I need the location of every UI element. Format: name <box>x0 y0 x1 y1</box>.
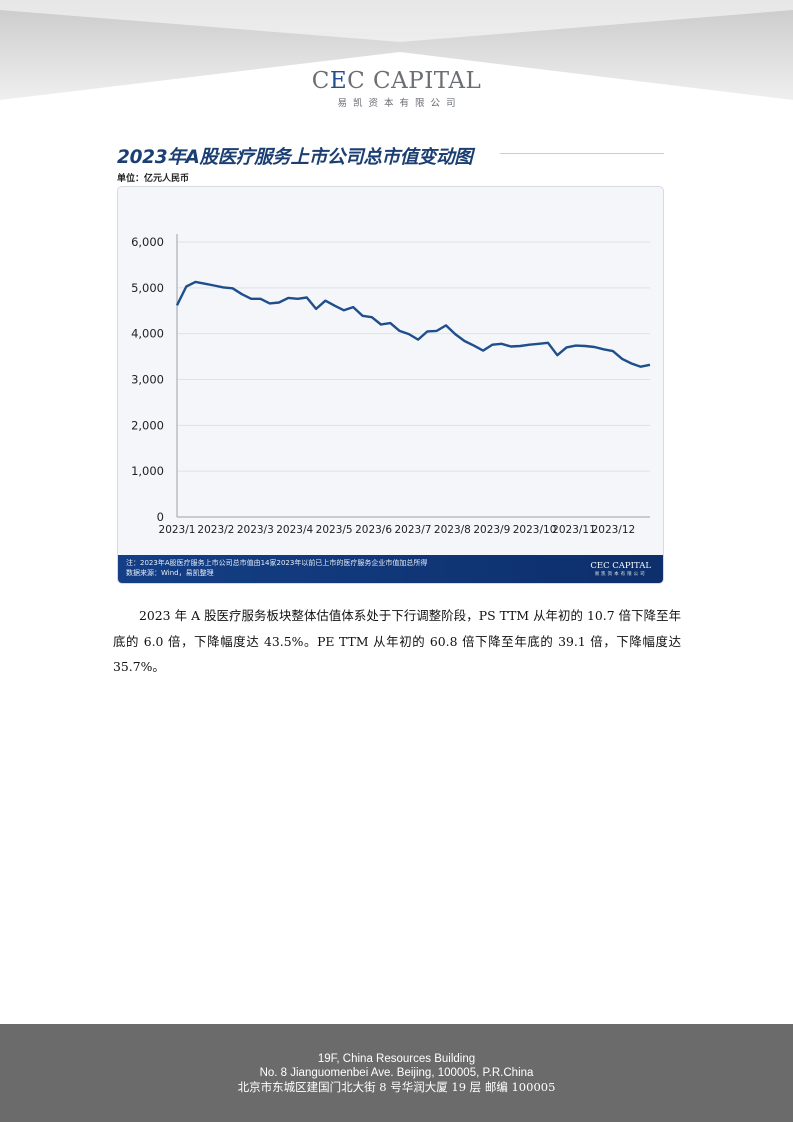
body-paragraph: 2023 年 A 股医疗服务板块整体估值体系处于下行调整阶段，PS TTM 从年… <box>113 608 681 674</box>
x-tick-label: 2023/11 <box>552 524 596 536</box>
chart-unit: 单位：亿元人民币 <box>117 174 190 184</box>
footer-address-line1: 19F, China Resources Building <box>317 1053 476 1065</box>
y-tick-label: 4,000 <box>131 327 164 341</box>
chart-title: 2023年A股医疗服务上市公司总市值变动图 <box>117 147 473 168</box>
page-footer: 19F, China Resources Building No. 8 Jian… <box>0 1024 793 1122</box>
footer-address-line3: 北京市东城区建国门北大街 8 号华润大厦 19 层 邮编 100005 <box>237 1080 556 1094</box>
x-tick-label: 2023/10 <box>513 524 557 536</box>
y-tick-label: 1,000 <box>131 464 164 478</box>
x-tick-label: 2023/4 <box>276 524 313 536</box>
company-logo: CEC CAPITAL 易凯资本有限公司 <box>0 68 793 109</box>
logo-chinese-name: 易凯资本有限公司 <box>337 98 462 109</box>
chart-note: 注：2023年A股医疗服务上市公司总市值由14家2023年以前已上市的医疗服务企… <box>126 559 428 567</box>
series-line <box>175 280 651 368</box>
y-tick-label: 6,000 <box>131 235 164 249</box>
x-tick-label: 2023/1 <box>159 524 196 536</box>
title-divider <box>500 153 664 154</box>
y-tick-label: 2,000 <box>131 418 164 432</box>
x-tick-label: 2023/7 <box>395 524 432 536</box>
x-tick-label: 2023/8 <box>434 524 471 536</box>
logo-wordmark: CEC CAPITAL <box>311 68 482 94</box>
chart-source: 数据来源：Wind，易凯整理 <box>126 569 214 577</box>
y-tick-label: 5,000 <box>131 281 164 295</box>
header-background <box>0 0 793 100</box>
x-tick-label: 2023/9 <box>473 524 510 536</box>
x-tick-label: 2023/5 <box>316 524 353 536</box>
chart-footer-logo: CEC CAPITAL 易凯资本有限公司 <box>590 561 651 577</box>
x-tick-label: 2023/12 <box>592 524 636 536</box>
chart-footer-logo-text: CEC CAPITAL <box>590 561 651 571</box>
chart-footer-bar: 注：2023年A股医疗服务上市公司总市值由14家2023年以前已上市的医疗服务企… <box>118 555 663 583</box>
y-tick-label: 0 <box>157 510 164 524</box>
x-tick-label: 2023/3 <box>237 524 274 536</box>
chart-footer-logo-sub: 易凯资本有限公司 <box>594 572 647 577</box>
chart-container: 0 1,000 2,000 3,000 4,000 5,000 6,000 2023/1 202… <box>117 186 664 584</box>
x-tick-label: 2023/2 <box>197 524 234 536</box>
y-tick-label: 3,000 <box>131 373 164 387</box>
footer-address-line2: No. 8 Jianguomenbei Ave. Beijing, 100005… <box>259 1067 534 1079</box>
x-tick-label: 2023/6 <box>355 524 392 536</box>
